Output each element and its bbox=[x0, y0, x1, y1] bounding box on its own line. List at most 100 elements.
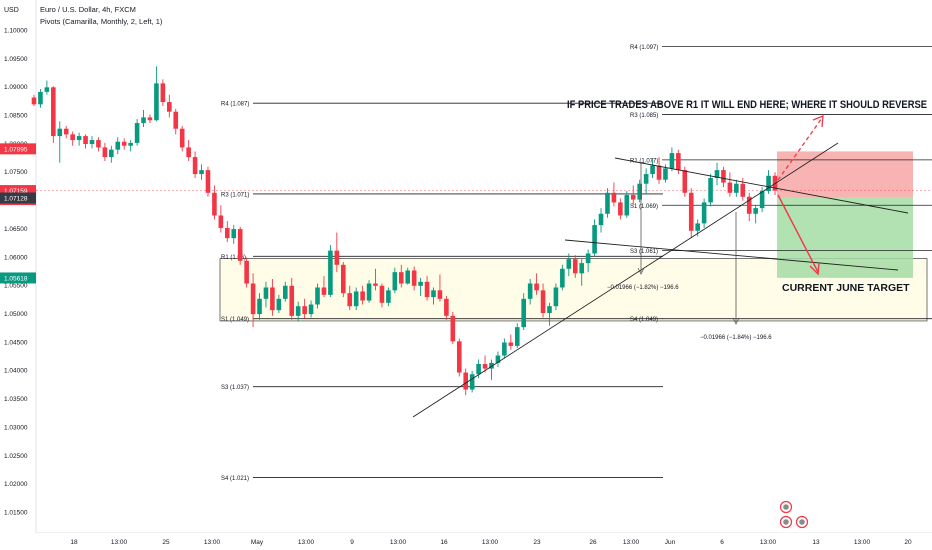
candle bbox=[405, 267, 411, 285]
candle-body bbox=[456, 341, 462, 373]
price-tick-label: 1.06000 bbox=[4, 254, 28, 261]
candle-body bbox=[366, 283, 372, 301]
candle bbox=[721, 166, 726, 188]
candle bbox=[444, 295, 449, 320]
candle-body bbox=[611, 192, 617, 203]
candle-body bbox=[134, 123, 140, 143]
candle-body bbox=[360, 291, 365, 301]
candle-body bbox=[353, 291, 359, 307]
candle bbox=[109, 145, 114, 163]
time-tick-label: May bbox=[251, 539, 264, 546]
candle-body bbox=[598, 213, 604, 226]
candle-body bbox=[212, 192, 217, 216]
candle-body bbox=[688, 192, 694, 231]
candle-body bbox=[766, 175, 771, 192]
pivot-label: R1 (1.077) bbox=[630, 158, 658, 164]
time-tick-label: 18 bbox=[70, 539, 78, 546]
price-badge: 1.07895 bbox=[0, 143, 36, 155]
candle-body bbox=[38, 91, 43, 105]
pivot-label: S3 (1.037) bbox=[221, 385, 249, 391]
candle-body bbox=[560, 268, 565, 288]
candle bbox=[534, 273, 539, 295]
candle bbox=[334, 232, 340, 273]
price-tick-label: 1.02000 bbox=[4, 481, 28, 488]
candle bbox=[63, 125, 69, 139]
price-tick-label: 1.09000 bbox=[4, 84, 28, 91]
candle-body bbox=[386, 290, 391, 303]
descending-trendline-upper bbox=[614, 157, 909, 214]
candle-body bbox=[83, 136, 88, 145]
measure-label-1: −0.01966 (−1.82%) −196.6 bbox=[607, 285, 679, 291]
candle bbox=[508, 334, 514, 350]
candle-body bbox=[527, 283, 533, 299]
price-badge-bg bbox=[0, 192, 36, 204]
candle bbox=[598, 208, 604, 233]
candle bbox=[688, 188, 694, 239]
candle bbox=[270, 278, 275, 316]
candle-body bbox=[566, 259, 572, 269]
candle-body bbox=[450, 315, 456, 342]
measure-arrow-2 bbox=[732, 317, 740, 325]
candle-body bbox=[321, 287, 327, 295]
candle bbox=[727, 172, 733, 197]
candle bbox=[225, 221, 230, 243]
candle bbox=[392, 267, 398, 294]
price-badge: 1.07128 bbox=[0, 192, 36, 204]
candle-body bbox=[637, 183, 642, 200]
stop-loss-zone bbox=[777, 151, 913, 198]
time-tick-label: 13:00 bbox=[204, 539, 221, 546]
candle-body bbox=[411, 270, 417, 286]
candle-body bbox=[650, 165, 655, 175]
candle-body bbox=[502, 342, 507, 356]
candle-body bbox=[173, 111, 179, 129]
candle-body bbox=[714, 170, 720, 179]
candle-body bbox=[218, 215, 224, 228]
candle-body bbox=[154, 83, 159, 121]
pivot-level: S4 (1.021) bbox=[221, 476, 663, 482]
candle bbox=[630, 185, 636, 206]
candle-body bbox=[63, 128, 69, 135]
candle-body bbox=[289, 285, 295, 316]
candle bbox=[134, 119, 140, 146]
candle-body bbox=[444, 298, 449, 316]
pivot-level: S4 (1.049) bbox=[630, 317, 932, 323]
candle-body bbox=[70, 134, 75, 141]
candle bbox=[263, 281, 269, 308]
candle bbox=[212, 185, 217, 220]
candle bbox=[38, 89, 43, 108]
pivot-level: S1 (1.049) bbox=[221, 317, 663, 323]
time-axis[interactable] bbox=[36, 533, 932, 550]
candle bbox=[282, 281, 288, 302]
candle-body bbox=[431, 290, 436, 298]
price-tick-label: 1.04500 bbox=[4, 339, 28, 346]
price-badge-text: 1.07159 bbox=[4, 188, 28, 195]
pivot-level: R1 (1.077) bbox=[630, 158, 932, 164]
candle bbox=[51, 86, 56, 143]
projection-up-arrow bbox=[777, 117, 823, 181]
candle bbox=[637, 179, 642, 203]
candle bbox=[611, 182, 617, 207]
candle bbox=[179, 125, 185, 152]
measure-label-2: −0.01966 (−1.84%) −196.6 bbox=[700, 335, 772, 341]
pivot-level: S3 (1.037) bbox=[221, 385, 663, 391]
pivot-label: R3 (1.071) bbox=[221, 192, 249, 198]
time-tick-label: Jun bbox=[665, 539, 676, 546]
candle-body bbox=[237, 229, 243, 261]
candle-body bbox=[276, 298, 282, 311]
candle-body bbox=[521, 298, 527, 328]
candle-body bbox=[147, 117, 153, 121]
candle-body bbox=[225, 227, 230, 239]
measure-arrow-1 bbox=[637, 267, 645, 275]
candle bbox=[495, 351, 501, 367]
pivot-label: R1 (1.06) bbox=[221, 255, 246, 261]
candle bbox=[276, 294, 282, 313]
price-badge-text: 1.07128 bbox=[4, 196, 28, 203]
flag-icon bbox=[783, 519, 789, 525]
price-tick-label: 1.05500 bbox=[4, 283, 28, 290]
time-tick-label: 23 bbox=[533, 539, 541, 546]
candle bbox=[431, 287, 436, 305]
candle-body bbox=[31, 97, 37, 105]
candle bbox=[321, 276, 327, 298]
candle-body bbox=[605, 192, 610, 214]
